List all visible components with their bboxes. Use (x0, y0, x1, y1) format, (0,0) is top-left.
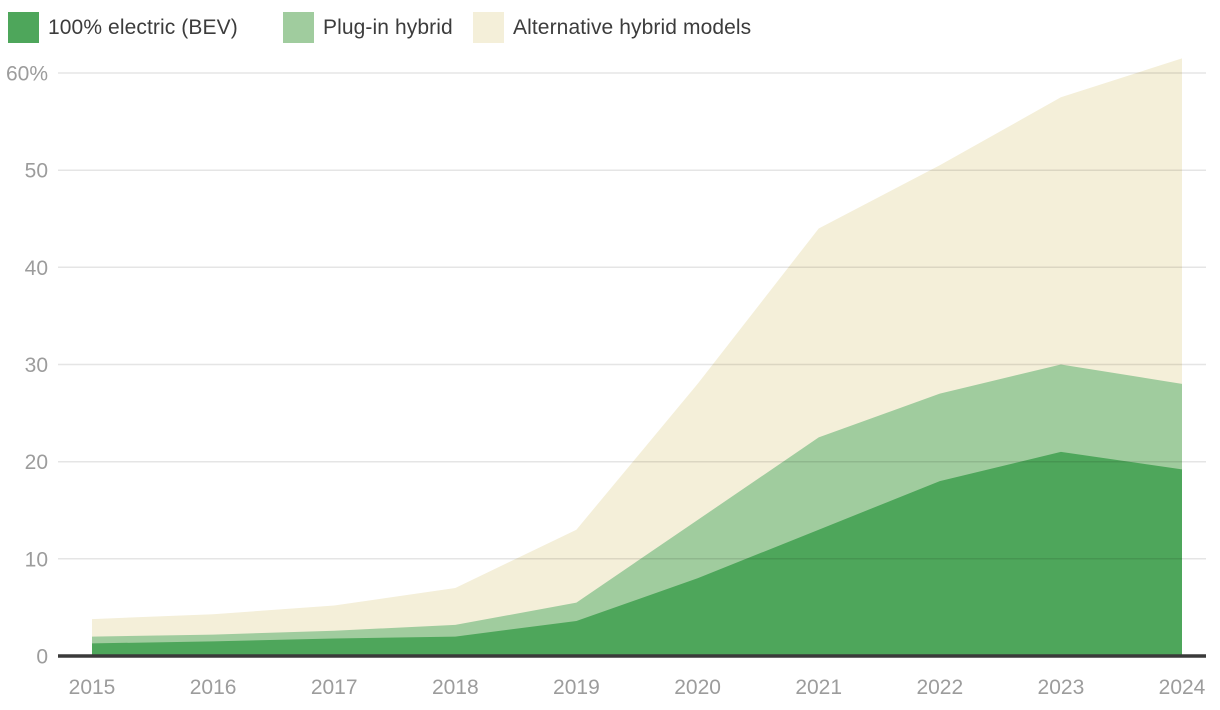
x-tick-label-2020: 2020 (674, 676, 721, 699)
legend-swatch-plugin-hybrid-icon (283, 12, 314, 43)
legend-item-bev: 100% electric (BEV) (8, 12, 238, 43)
chart-legend: 100% electric (BEV) Plug-in hybrid Alter… (0, 0, 1220, 50)
legend-item-plugin-hybrid: Plug-in hybrid (283, 12, 453, 43)
y-tick-label: 60% (6, 63, 48, 86)
y-tick-label: 10 (25, 548, 48, 571)
legend-swatch-bev-icon (8, 12, 39, 43)
y-tick-label: 50 (25, 160, 48, 183)
legend-item-alternative-hybrid: Alternative hybrid models (473, 12, 751, 43)
legend-label-alternative-hybrid: Alternative hybrid models (513, 16, 752, 39)
area-100-electric-bev (92, 451, 1182, 656)
x-tick-label-2021: 2021 (795, 676, 842, 699)
x-tick-label-2017: 2017 (311, 676, 358, 699)
x-tick-label-2015: 2015 (69, 676, 116, 699)
legend-label-bev: 100% electric (BEV) (48, 16, 238, 39)
x-tick-label-2023: 2023 (1038, 676, 1085, 699)
y-tick-label: 40 (25, 257, 48, 280)
legend-label-plugin-hybrid: Plug-in hybrid (323, 16, 453, 39)
x-tick-label-2016: 2016 (190, 676, 237, 699)
y-tick-label: 0 (36, 646, 48, 669)
x-tick-label-2024: 2024 (1159, 676, 1206, 699)
x-tick-label-2018: 2018 (432, 676, 479, 699)
legend-swatch-alternative-hybrid-icon (473, 12, 504, 43)
x-tick-label-2019: 2019 (553, 676, 600, 699)
x-tick-label-2022: 2022 (916, 676, 963, 699)
y-tick-label: 30 (25, 354, 48, 377)
y-tick-label: 20 (25, 451, 48, 474)
